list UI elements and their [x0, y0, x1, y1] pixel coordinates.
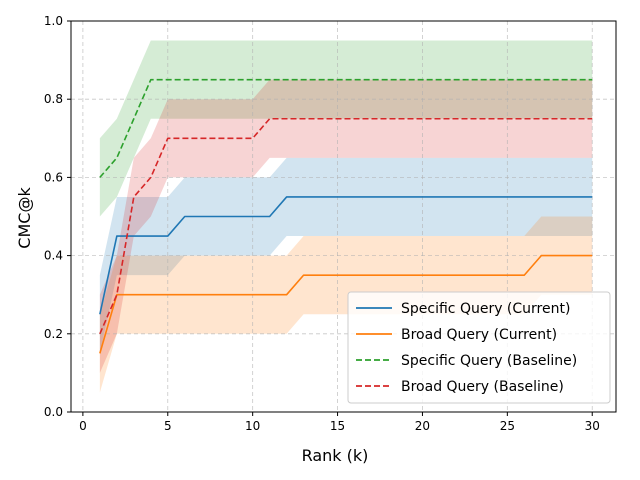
- x-tick-label: 0: [79, 419, 87, 433]
- y-tick-label: 0.2: [44, 327, 63, 341]
- y-tick-label: 1.0: [44, 14, 63, 28]
- legend-label: Broad Query (Current): [401, 327, 557, 343]
- plot-frame: [70, 20, 617, 413]
- series-lines: [99, 78, 593, 354]
- x-axis-title: Rank (k): [302, 446, 369, 465]
- legend: Specific Query (Current) Broad Query (Cur…: [347, 291, 611, 404]
- legend-label: Broad Query (Baseline): [401, 379, 564, 395]
- y-tick-label: 0.8: [44, 92, 63, 106]
- x-tick-label: 30: [585, 419, 600, 433]
- legend-box: [347, 291, 611, 404]
- series-3-line: [99, 78, 593, 178]
- x-tick-label: 10: [245, 419, 260, 433]
- legend-label: Specific Query (Current): [401, 301, 570, 317]
- x-tick-label: 5: [164, 419, 172, 433]
- y-axis-ticks: 0.0 0.2 0.4 0.6 0.8 1.0: [44, 14, 71, 419]
- series-1-line: [99, 196, 593, 315]
- legend-label: Specific Query (Baseline): [401, 353, 577, 369]
- x-axis-ticks: 0 5 10 15 20 25 30: [79, 412, 600, 433]
- confidence-bands: [99, 40, 593, 393]
- x-tick-label: 15: [330, 419, 345, 433]
- y-tick-label: 0.6: [44, 170, 63, 184]
- y-tick-label: 0.0: [44, 405, 63, 419]
- y-tick-label: 0.4: [44, 249, 63, 263]
- series-4-line: [99, 117, 593, 335]
- series-2-line: [99, 254, 593, 354]
- series-4-band: [99, 79, 593, 373]
- series-1-band: [99, 157, 593, 354]
- series-3-band: [99, 40, 593, 217]
- y-axis-title: CMC@k: [15, 187, 34, 249]
- series-2-band: [99, 216, 593, 393]
- x-tick-label: 20: [415, 419, 430, 433]
- x-tick-label: 25: [500, 419, 515, 433]
